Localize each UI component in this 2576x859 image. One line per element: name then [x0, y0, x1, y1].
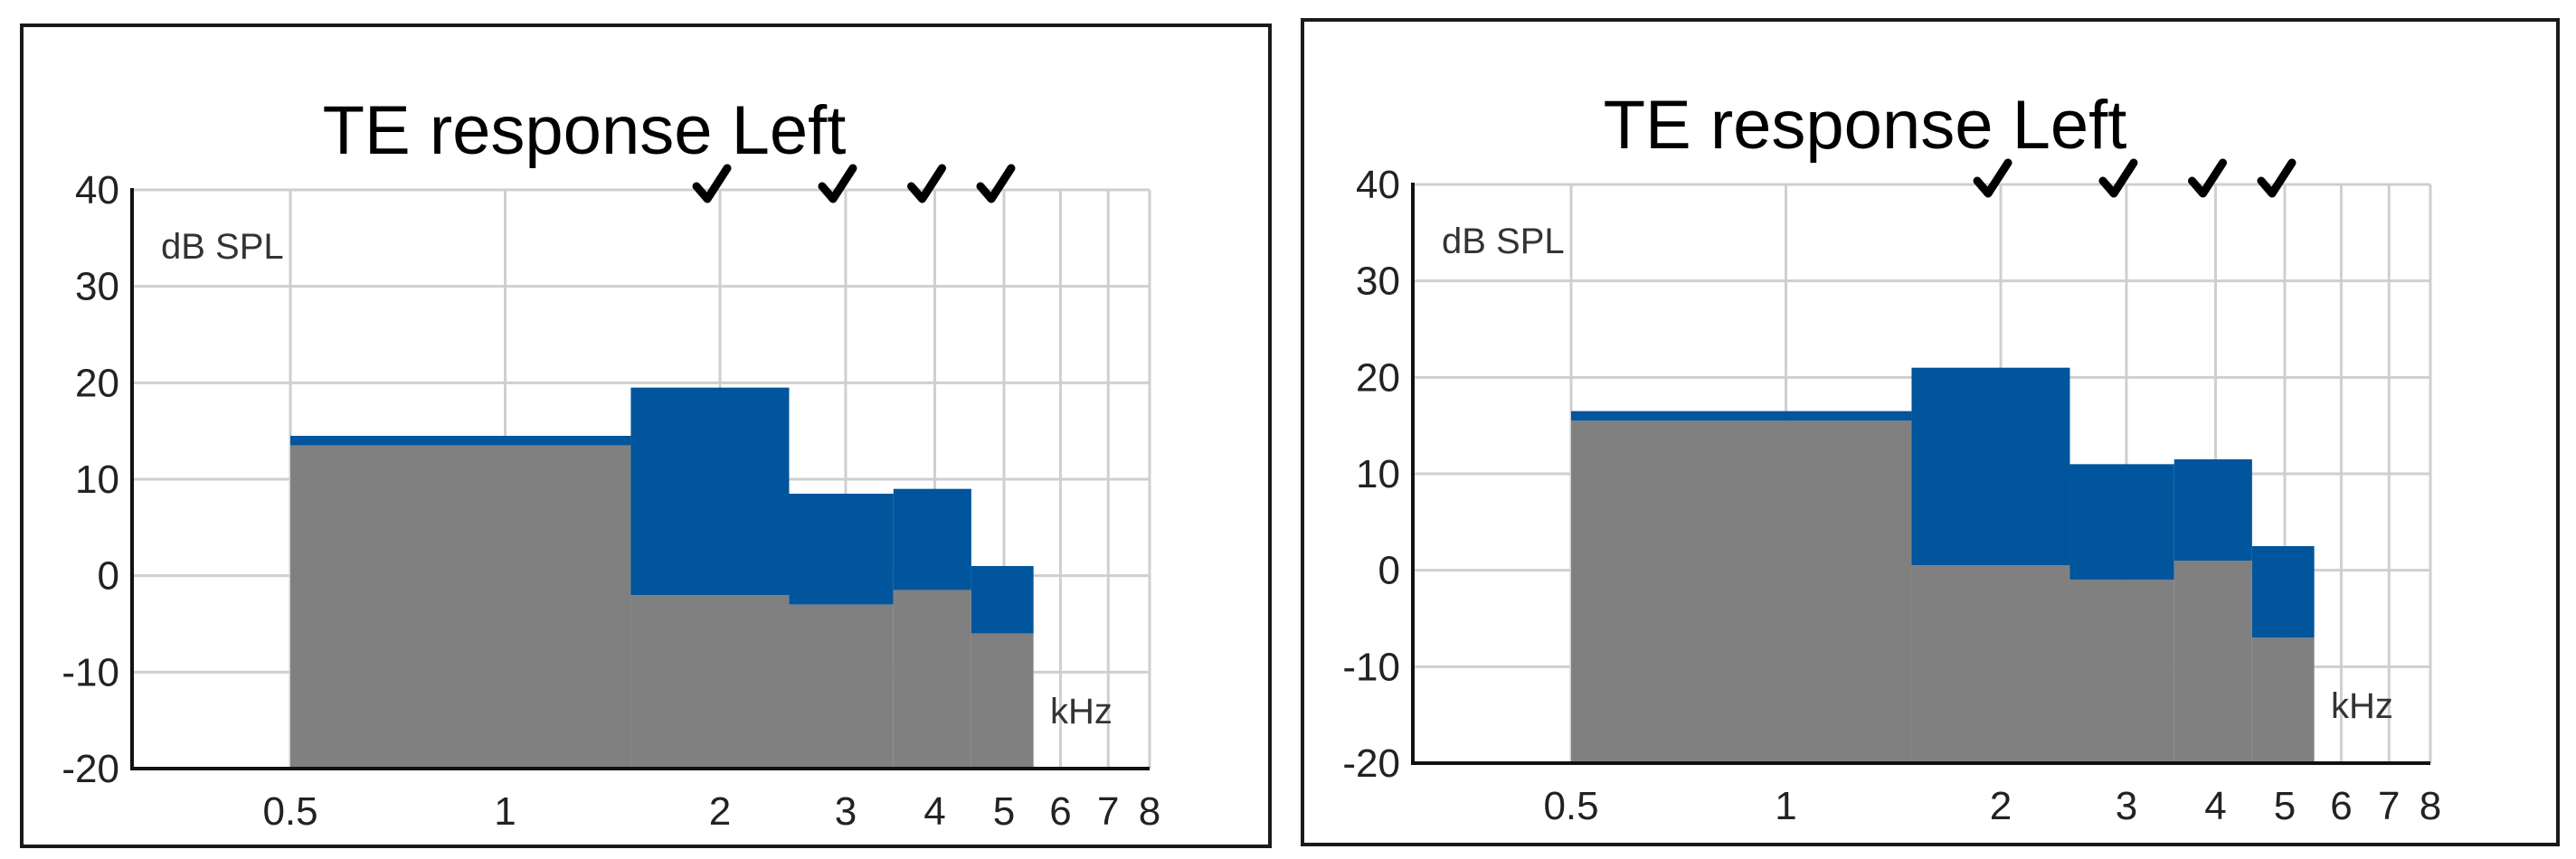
x-tick-label: 2	[1990, 784, 2012, 828]
noise-band	[630, 595, 790, 769]
y-axis-unit-label: dB SPL	[1442, 222, 1565, 261]
y-tick-label: 30	[75, 265, 119, 309]
check-icon	[2098, 158, 2138, 198]
x-tick-label: 1	[494, 789, 516, 834]
x-axis-unit-label: kHz	[1050, 692, 1113, 732]
x-axis-unit-label: kHz	[2331, 686, 2393, 726]
noise-band	[1571, 420, 1912, 763]
y-tick-label: 10	[75, 458, 119, 502]
check-icon	[818, 164, 857, 203]
y-axis-unit-label: dB SPL	[161, 227, 284, 267]
x-tick-label: 2	[709, 789, 731, 834]
response-band	[2251, 546, 2315, 638]
response-band	[2174, 459, 2252, 561]
noise-band	[971, 633, 1034, 769]
response-band	[1571, 411, 1912, 421]
y-tick-label: 20	[1356, 355, 1400, 400]
x-tick-label: 7	[1097, 789, 1119, 834]
y-tick-label: 10	[1356, 452, 1400, 496]
x-tick-label: 7	[2378, 784, 2400, 828]
te-response-chart-right: TE response Left 40 30 20 10 0 -10 -20 0.5 1 2 3 4 5…	[1342, 87, 2441, 828]
check-icon	[907, 164, 947, 203]
chart-panel-right: TE response Left 40 30 20 10 0 -10 -20 0.5 1 2 3 4 5…	[1301, 18, 2560, 846]
y-tick-label: -20	[1342, 741, 1400, 786]
response-band	[2069, 464, 2174, 581]
y-tick-label: 40	[1356, 163, 1400, 207]
chart-panel-left: TE response Left 40 30 20 10 0 -10 -20 0.5 1 2 3 4 5…	[20, 24, 1272, 848]
x-tick-label: 5	[2274, 784, 2296, 828]
y-tick-label: 0	[1378, 549, 1400, 593]
check-icon	[2257, 158, 2297, 198]
noise-band	[893, 590, 971, 769]
y-tick-label: -20	[62, 747, 119, 791]
te-response-chart-left: TE response Left 40 30 20 10 0 -10 -20 0.5 1 2 3 4 5…	[62, 92, 1160, 834]
check-icon	[2188, 158, 2228, 198]
noise-band	[290, 445, 631, 769]
x-tick-label: 6	[2330, 784, 2352, 828]
noise-band	[789, 604, 894, 769]
response-band	[290, 436, 631, 446]
y-tick-label: 40	[75, 168, 119, 212]
response-band	[971, 566, 1034, 634]
check-icon	[1973, 158, 2012, 198]
check-icon	[976, 164, 1016, 203]
y-tick-label: 20	[75, 361, 119, 405]
noise-band	[2069, 580, 2174, 763]
x-tick-label: 4	[923, 789, 945, 834]
x-tick-label: 0.5	[1543, 784, 1598, 828]
noise-band	[2174, 561, 2252, 763]
chart-title: TE response Left	[1604, 87, 2127, 164]
y-tick-label: 30	[1356, 260, 1400, 304]
x-tick-label: 4	[2204, 784, 2226, 828]
noise-band	[2251, 637, 2315, 763]
response-band	[1911, 367, 2070, 566]
y-tick-label: -10	[62, 650, 119, 694]
x-tick-label: 0.5	[262, 789, 317, 834]
noise-band	[1911, 565, 2070, 763]
check-icon	[692, 164, 732, 203]
x-tick-label: 8	[1139, 789, 1160, 834]
x-tick-label: 1	[1775, 784, 1796, 828]
x-tick-label: 3	[2116, 784, 2137, 828]
chart-title: TE response Left	[323, 92, 847, 169]
x-tick-label: 3	[835, 789, 857, 834]
x-tick-label: 8	[2420, 784, 2441, 828]
response-band	[893, 488, 971, 590]
x-tick-label: 6	[1049, 789, 1071, 834]
y-tick-label: 0	[98, 554, 119, 599]
x-tick-label: 5	[993, 789, 1015, 834]
y-tick-label: -10	[1342, 645, 1400, 689]
response-band	[630, 387, 790, 595]
response-band	[789, 494, 894, 605]
